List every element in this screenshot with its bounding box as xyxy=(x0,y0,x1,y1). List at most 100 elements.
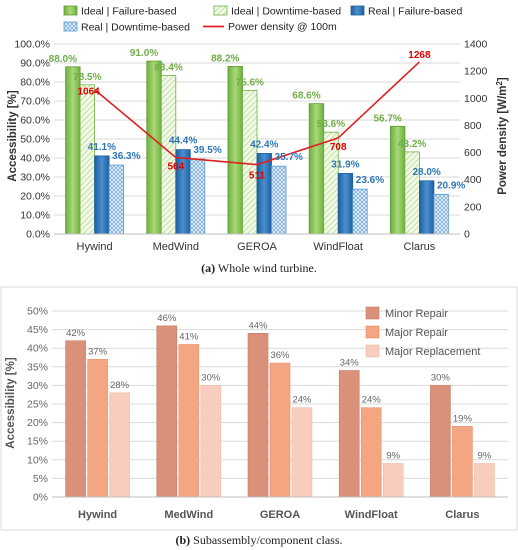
chart-a-bar-label: 83.4% xyxy=(154,63,182,74)
chart-b-caption: (b) Subassembly/component class. xyxy=(176,533,343,547)
chart-b-bar xyxy=(382,463,404,498)
chart-b-y-tick-label: 20% xyxy=(27,417,48,429)
chart-a-bar xyxy=(108,164,124,235)
chart-a-bar-label: 75.6% xyxy=(236,77,264,88)
chart-a-right-tick-label: 0 xyxy=(464,229,470,241)
chart-b-bars xyxy=(65,325,495,498)
chart-b-category-label: Hywind xyxy=(78,509,117,521)
chart-b-bar-label: 24% xyxy=(362,395,382,406)
chart-a-bar xyxy=(271,165,287,235)
chart-a-y-tick-label: 50.0% xyxy=(20,134,50,146)
chart-a-category-label: Clarus xyxy=(404,241,436,253)
chart-a-bar xyxy=(352,188,368,235)
chart-a-bar xyxy=(94,155,110,235)
chart-a-power-density-label: 564 xyxy=(167,161,184,172)
chart-b-bar xyxy=(109,392,130,498)
chart-b-legend: Minor Repair Major Repair Major Replacemen… xyxy=(365,306,480,358)
chart-b-bar xyxy=(474,463,495,498)
chart-a-legend-label: Ideal | Downtime-based xyxy=(231,6,341,18)
chart-b-y-tick-label: 50% xyxy=(27,306,48,318)
chart-a-y-tick-label: 20.0% xyxy=(20,191,50,203)
chart-b-y-tick-label: 0% xyxy=(33,492,48,504)
chart-b-bar-label: 41% xyxy=(179,331,199,342)
chart-a-bar-label: 20.9% xyxy=(437,180,465,191)
chart-a-bar xyxy=(404,151,420,235)
chart-a-category-label: MedWind xyxy=(153,241,199,253)
chart-b-y-tick-label: 25% xyxy=(27,399,48,411)
chart-b-y-tick-label: 35% xyxy=(27,361,48,373)
chart-a-y-axis-title: Accessibility [%] xyxy=(7,90,19,182)
chart-a-bar-label: 53.6% xyxy=(317,119,345,130)
chart-a-legend-label: Real | Downtime-based xyxy=(81,22,190,34)
chart-b-bar xyxy=(87,359,108,498)
chart-a-power-density-label: 1064 xyxy=(77,87,100,98)
chart-b-bar-label: 34% xyxy=(340,358,360,369)
chart-a-bar xyxy=(418,180,435,235)
chart-a-power-density-label: 708 xyxy=(330,142,347,153)
chart-a-bar-label: 35.7% xyxy=(275,152,303,163)
chart-a-power-density-line xyxy=(94,61,420,166)
chart-b-bar-label: 30% xyxy=(431,372,451,383)
chart-b-bar xyxy=(247,333,269,498)
chart-a-right-tick-label: 600 xyxy=(464,147,482,159)
chart-a-legend-label: Real | Failure-based xyxy=(368,6,463,18)
chart-b-bar-label: 44% xyxy=(248,320,268,331)
chart-a-y-tick-label: 0.0% xyxy=(26,229,50,241)
chart-b-bar-label: 37% xyxy=(88,346,108,357)
chart-b-bar-label: 24% xyxy=(292,395,312,406)
chart-a-category-label: WindFloat xyxy=(313,241,363,253)
chart-a-legend-label: Ideal | Failure-based xyxy=(81,6,177,18)
chart-a-bar-label: 56.7% xyxy=(373,113,401,124)
chart-subassembly-class: 42%37% 28% 46%41% 30% 44% 36% 24% 34% 24% 9% 30% 19… xyxy=(0,286,518,547)
chart-a-right-tick-label: 1200 xyxy=(464,66,488,78)
chart-whole-turbine: Ideal | Failure-based Ideal | Downtime-ba… xyxy=(7,6,509,276)
chart-a-bar-label: 68.6% xyxy=(292,91,320,102)
chart-a-right-tick-label: 1400 xyxy=(464,39,488,51)
chart-a-bar-label: 42.4% xyxy=(250,139,278,150)
chart-b-bar xyxy=(452,426,473,498)
chart-a-legend-label: Power density @ 100m xyxy=(228,21,337,33)
chart-b-bar xyxy=(65,340,86,498)
chart-a-right-tick-label: 800 xyxy=(464,120,482,132)
chart-b-bar xyxy=(338,370,360,498)
chart-a-category-label: GEROA xyxy=(237,241,277,253)
chart-a-legend-swatch xyxy=(63,21,78,32)
chart-a-bar-label: 39.5% xyxy=(193,145,221,156)
chart-a-bar xyxy=(256,153,272,235)
chart-a-y-tick-label: 40.0% xyxy=(20,153,50,165)
chart-a-right-axis-title: Power density [W/m2] xyxy=(495,77,509,195)
chart-b-bar-label: 9% xyxy=(478,451,492,462)
chart-b-category-label: MedWind xyxy=(164,509,213,521)
chart-b-bar-label: 46% xyxy=(157,313,177,324)
chart-b-bar-label: 9% xyxy=(386,451,400,462)
chart-a-legend-swatch xyxy=(213,5,228,16)
chart-a-y-tick-label: 80.0% xyxy=(20,77,50,89)
chart-b-y-axis-title: Accessibility [%] xyxy=(5,357,17,449)
chart-b-bar-label: 19% xyxy=(453,413,473,424)
chart-b-y-tick-label: 15% xyxy=(27,436,48,448)
chart-a-bar xyxy=(433,193,449,235)
chart-b-category-label: Clarus xyxy=(445,509,479,521)
chart-a-legend: Ideal | Failure-based Ideal | Downtime-ba… xyxy=(63,5,463,34)
chart-a-power-line: 1064 564 511 708 1268 xyxy=(77,50,430,182)
chart-a-right-tick-label: 400 xyxy=(464,174,482,186)
chart-b-bar xyxy=(200,385,222,498)
chart-a-bar xyxy=(242,89,258,235)
chart-a-bar xyxy=(227,66,243,235)
chart-a-legend-swatch xyxy=(63,5,78,16)
chart-b-y-tick-label: 5% xyxy=(33,473,48,485)
chart-b-y-tick-label: 10% xyxy=(27,454,48,466)
chart-b-legend-swatch xyxy=(365,306,380,320)
chart-b-frame xyxy=(0,286,518,531)
chart-a-y-tick-label: 100.0% xyxy=(14,39,50,51)
chart-b-legend-swatch xyxy=(365,325,380,339)
chart-a-y-tick-label: 30.0% xyxy=(20,172,50,184)
chart-b-bar-label: 28% xyxy=(110,380,130,391)
chart-b-bar xyxy=(269,362,291,498)
chart-b-axes: 0% 5% 10% 15% 20% 25% 30% 35% 40% 45% 50% Hywind Med… xyxy=(27,306,508,521)
chart-b-bar-label: 30% xyxy=(201,372,221,383)
chart-a-y-tick-label: 70.0% xyxy=(20,96,50,108)
chart-a-legend-swatch xyxy=(350,5,365,16)
chart-a-bar-label: 36.3% xyxy=(112,151,140,162)
